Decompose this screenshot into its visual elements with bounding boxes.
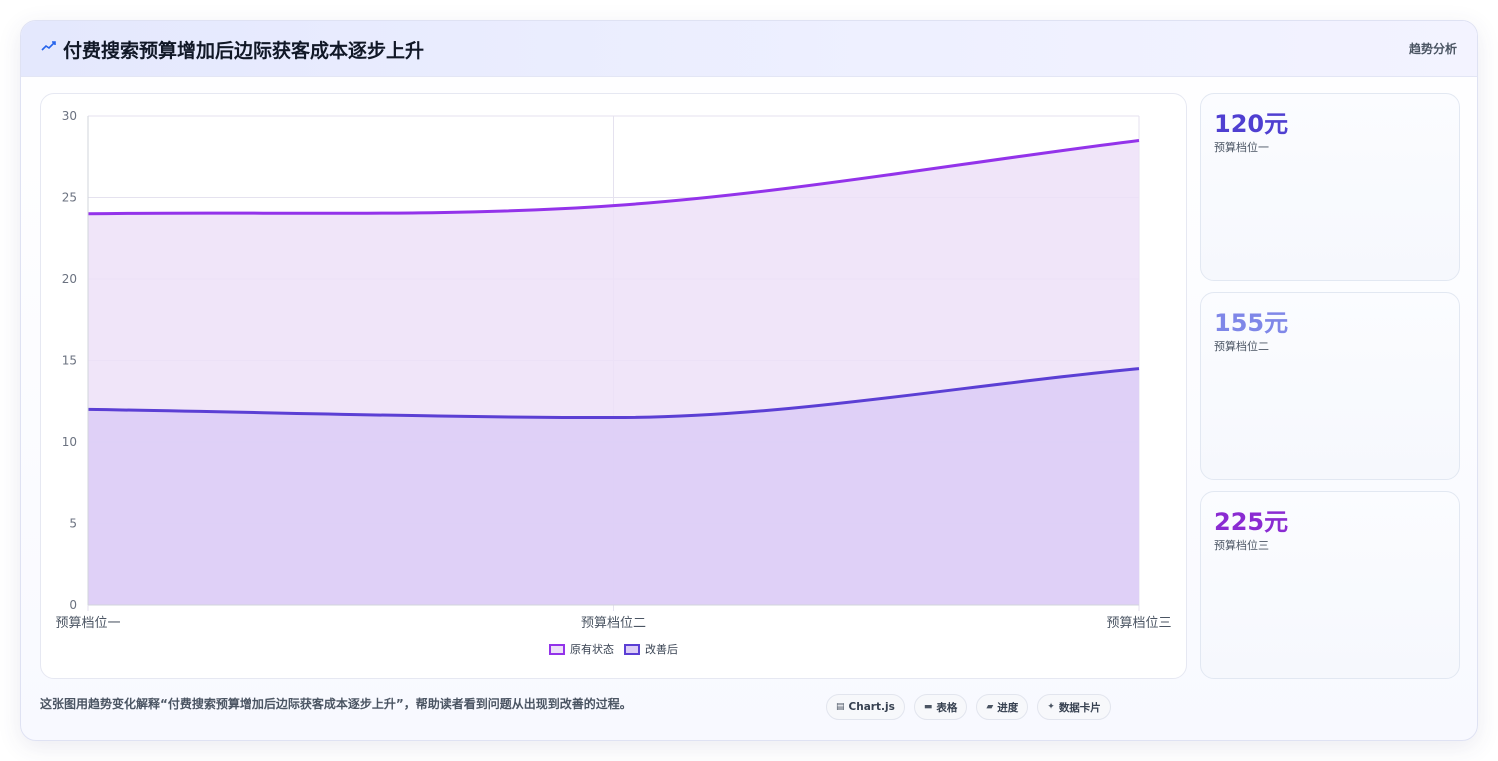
chip-label: 进度 [997, 701, 1019, 714]
trend-icon [41, 41, 56, 51]
chip-data-card[interactable]: ✦ 数据卡片 [1037, 694, 1111, 720]
feature-chips: ▤ Chart.js ▬ 表格 ▰ 进度 ✦ 数据卡片 [826, 694, 1111, 720]
legend-label: 原有状态 [570, 643, 614, 656]
x-tick-label: 预算档位一 [55, 616, 120, 631]
legend-item[interactable]: 原有状态 [549, 641, 614, 657]
legend-swatch [549, 643, 565, 655]
legend-item[interactable]: 改善后 [624, 641, 678, 657]
analysis-tag: 趋势分析 [1408, 42, 1457, 56]
dashboard-card: 付费搜索预算增加后边际获客成本逐步上升 趋势分析 0 5 10 15 20 25 30 预算档… [20, 20, 1478, 741]
legend-swatch [624, 643, 640, 655]
chip-table[interactable]: ▬ 表格 [913, 694, 968, 720]
chip-label: 表格 [936, 701, 958, 714]
x-tick-label: 预算档位三 [1106, 616, 1171, 631]
area-chart: 0 5 10 15 20 25 30 预算档位一 预算档位二 预算档位三 [55, 109, 1171, 631]
y-tick-label: 10 [62, 435, 77, 449]
stat-value: 155元 [1214, 309, 1289, 337]
stat-label: 预算档位一 [1214, 141, 1269, 154]
stat-card-1: 120元 预算档位一 [1200, 93, 1460, 281]
series-2-line [87, 367, 1140, 420]
legend-label: 改善后 [645, 643, 678, 656]
chip-label: 数据卡片 [1058, 701, 1101, 714]
stat-value: 120元 [1214, 110, 1289, 138]
chart-legend: 原有状态 改善后 [41, 641, 1186, 657]
table-icon: ▬ [923, 702, 933, 712]
y-tick-label: 30 [62, 109, 77, 123]
stat-label: 预算档位二 [1214, 340, 1269, 353]
stat-card-2: 155元 预算档位二 [1200, 292, 1460, 480]
chart-icon: ▤ [836, 702, 845, 712]
chip-progress[interactable]: ▰ 进度 [976, 694, 1029, 720]
stat-value: 225元 [1214, 508, 1289, 536]
chart-description: 这张图用趋势变化解释“付费搜索预算增加后边际获客成本逐步上升”，帮助读者看到问题… [40, 697, 632, 711]
y-tick-label: 20 [62, 272, 77, 286]
series-1-line [87, 138, 1140, 216]
x-tick-label: 预算档位二 [581, 616, 646, 631]
chip-chartjs[interactable]: ▤ Chart.js [826, 694, 905, 720]
y-tick-label: 15 [62, 354, 77, 368]
card-icon: ✦ [1047, 702, 1055, 712]
progress-icon: ▰ [986, 702, 994, 712]
stat-card-3: 225元 预算档位三 [1200, 491, 1460, 679]
page-title: 付费搜索预算增加后边际获客成本逐步上升 [63, 40, 425, 62]
card-header: 付费搜索预算增加后边际获客成本逐步上升 趋势分析 [21, 21, 1477, 77]
chip-label: Chart.js [848, 701, 895, 713]
stat-label: 预算档位三 [1214, 539, 1269, 552]
series-2-area [88, 368, 1139, 605]
y-tick-label: 25 [62, 191, 77, 205]
chart-panel: 0 5 10 15 20 25 30 预算档位一 预算档位二 预算档位三 原有状态 改善后 [40, 93, 1187, 679]
y-tick-label: 0 [69, 598, 77, 612]
y-tick-label: 5 [69, 517, 77, 531]
